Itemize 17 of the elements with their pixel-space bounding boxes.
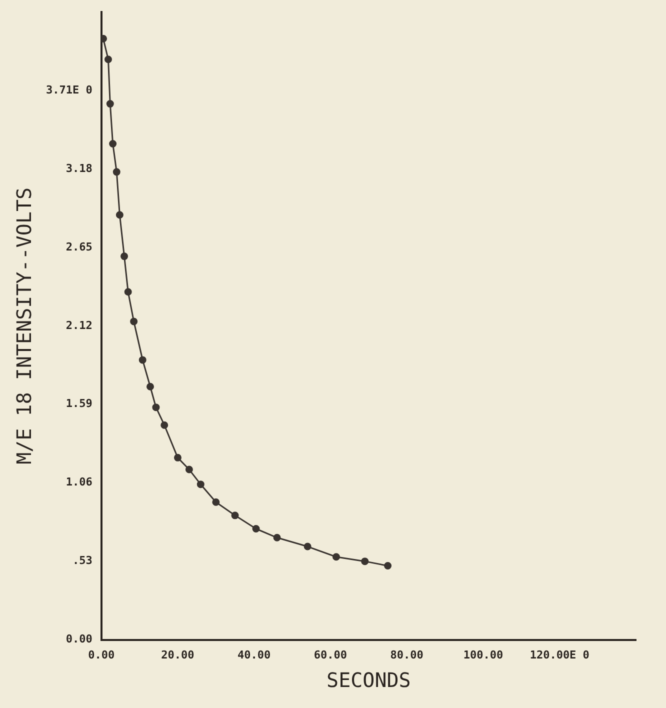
x-tick-label: 80.00 bbox=[390, 648, 424, 662]
x-tick-label: 0.00 bbox=[88, 648, 115, 662]
x-tick-label: 60.00 bbox=[314, 648, 348, 662]
x-tick-label: 100.00 bbox=[463, 648, 504, 662]
y-tick-label: 2.12 bbox=[66, 318, 92, 332]
y-tick-label: 1.06 bbox=[66, 476, 93, 489]
y-tick-label: 3.71E 0 bbox=[46, 83, 92, 96]
x-axis-title: SECONDS bbox=[326, 668, 411, 692]
y-tick-label: 3.18 bbox=[66, 162, 92, 175]
y-tick-label: 2.65 bbox=[66, 240, 92, 254]
y-axis-title: M/E 18 INTENSITY--VOLTS bbox=[12, 187, 36, 464]
x-tick-label: 120.00E 0 bbox=[530, 648, 590, 662]
x-tick-label: 40.00 bbox=[238, 648, 271, 662]
y-tick-label: 1.59 bbox=[66, 397, 92, 410]
x-tick-label: 20.00 bbox=[161, 648, 194, 662]
y-tick-label: 0.00 bbox=[66, 632, 92, 646]
y-tick-label: .53 bbox=[72, 554, 92, 568]
